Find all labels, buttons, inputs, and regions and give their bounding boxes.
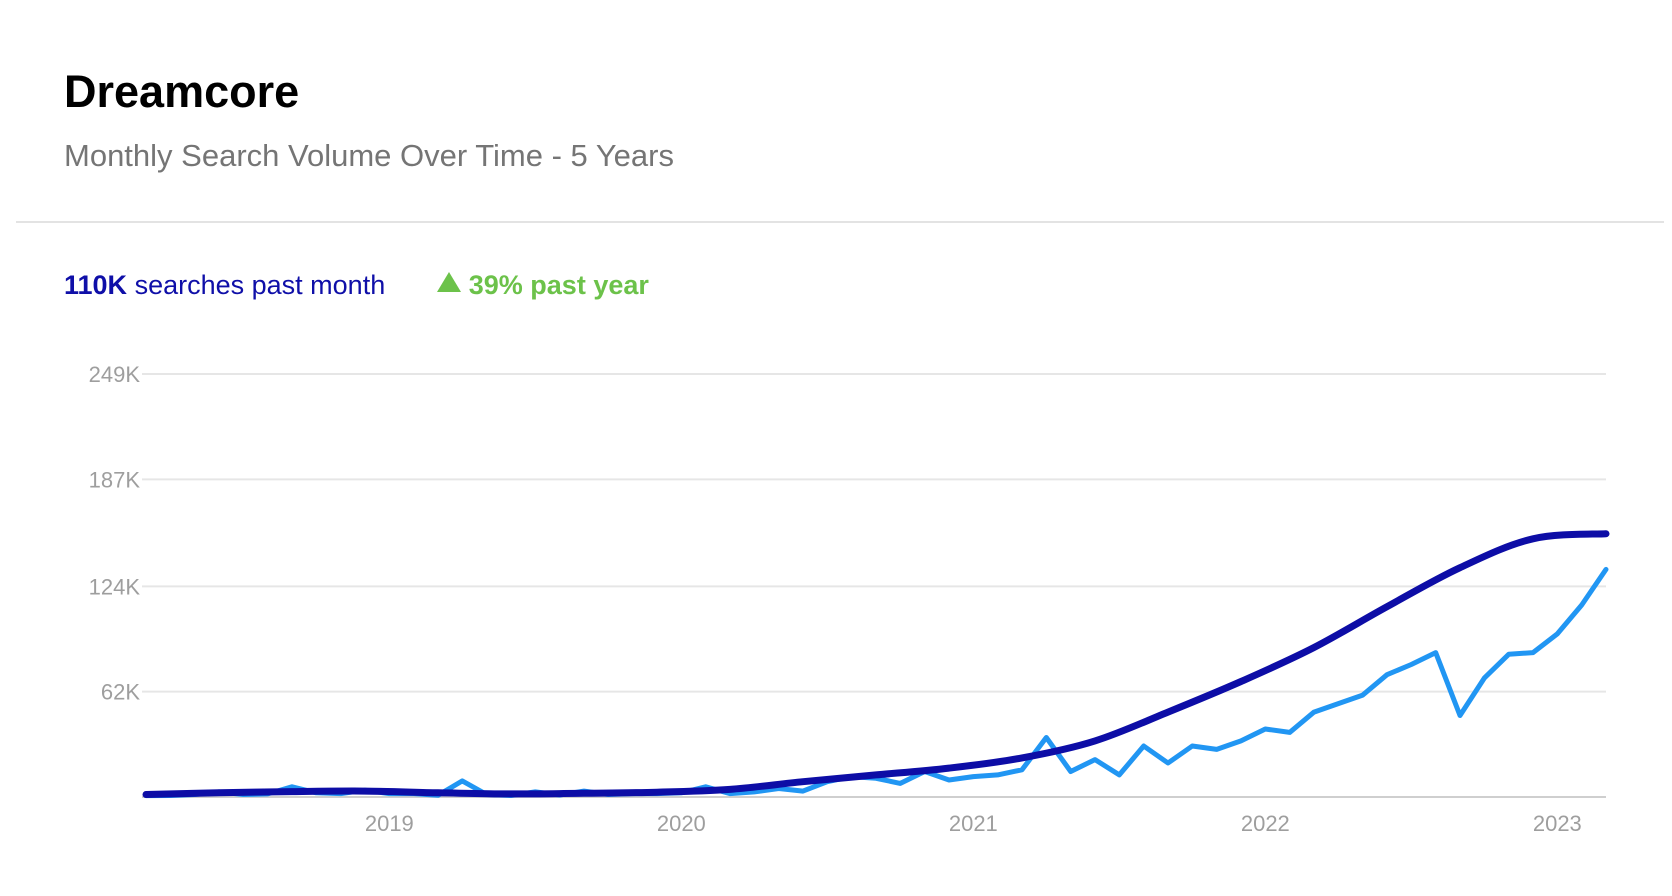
x-tick-label: 2019 [365, 811, 414, 836]
x-tick-label: 2022 [1241, 811, 1290, 836]
searches-stat: 110K searches past month [64, 270, 385, 300]
page-title: Dreamcore [64, 66, 300, 117]
x-tick-label: 2021 [949, 811, 998, 836]
trend-series-line [142, 530, 1610, 798]
y-tick-label: 249K [89, 362, 141, 387]
growth-stat: 39% past year [436, 270, 649, 300]
searches-text: searches past month [134, 270, 386, 300]
stats-row: 110K searches past month 39% past year [64, 270, 649, 301]
growth-value: 39% [468, 270, 523, 300]
growth-text: past year [530, 270, 649, 300]
x-tick-label: 2023 [1533, 811, 1582, 836]
x-tick-label: 2020 [657, 811, 706, 836]
y-tick-label: 187K [89, 467, 141, 492]
page-subtitle: Monthly Search Volume Over Time - 5 Year… [64, 138, 674, 173]
searches-value: 110K [64, 270, 128, 300]
header-divider [16, 221, 1664, 223]
triangle-up-icon [436, 272, 461, 292]
y-tick-label: 62K [101, 680, 140, 705]
y-tick-label: 124K [89, 574, 141, 599]
